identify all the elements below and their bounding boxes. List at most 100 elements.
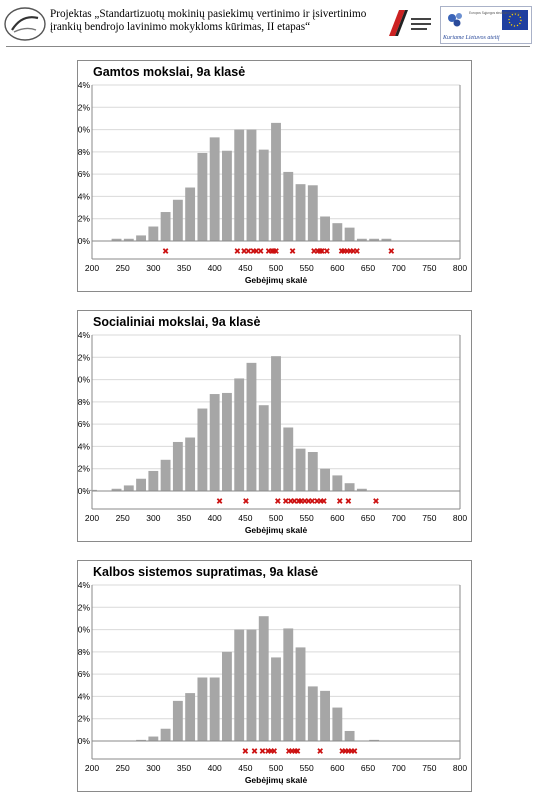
histogram-bar bbox=[197, 677, 208, 741]
item-marker bbox=[354, 248, 360, 254]
histogram-bar bbox=[87, 489, 97, 491]
x-tick-label: 550 bbox=[300, 763, 314, 773]
y-tick-label: 14% bbox=[78, 330, 90, 340]
histogram-bar bbox=[258, 405, 269, 491]
histogram-bar bbox=[148, 736, 159, 741]
histogram-bar bbox=[295, 448, 306, 491]
y-tick-label: 14% bbox=[78, 580, 90, 590]
y-tick-label: 2% bbox=[78, 214, 90, 224]
x-tick-label: 750 bbox=[422, 513, 436, 523]
x-tick-label: 250 bbox=[116, 513, 130, 523]
y-tick-label: 6% bbox=[78, 169, 90, 179]
x-tick-label: 250 bbox=[116, 263, 130, 273]
histogram-bar bbox=[369, 739, 380, 741]
eu-logo-slogan: Kuriame Lietuvos ateitį bbox=[443, 35, 500, 41]
x-axis-label: Gebėjimų skalė bbox=[245, 775, 308, 785]
document-header: Projektas „Standartizuotų mokinių pasiek… bbox=[0, 0, 536, 46]
item-marker bbox=[259, 748, 266, 754]
chart-socialiniai-mokslai: Socialiniai mokslai, 9a klasė 0% 2% 4% 6% 8%… bbox=[77, 310, 472, 542]
histogram-bar bbox=[185, 187, 196, 241]
item-marker bbox=[241, 248, 247, 254]
histogram-bar bbox=[320, 690, 330, 741]
x-tick-label: 400 bbox=[208, 513, 222, 523]
y-tick-label: 0% bbox=[78, 486, 90, 496]
item-marker bbox=[275, 498, 281, 504]
x-tick-label: 750 bbox=[422, 763, 436, 773]
histogram-bar bbox=[172, 199, 183, 241]
y-tick-label: 10% bbox=[78, 125, 90, 135]
item-marker bbox=[317, 748, 323, 754]
histogram-bar bbox=[258, 149, 269, 241]
histogram-bar bbox=[307, 185, 318, 241]
chart-title: Kalbos sistemos supratimas, 9a klasė bbox=[93, 565, 319, 579]
histogram-bar bbox=[332, 707, 343, 741]
x-tick-label: 450 bbox=[238, 513, 252, 523]
x-tick-label: 600 bbox=[330, 263, 344, 273]
y-tick-label: 4% bbox=[78, 441, 90, 451]
x-tick-label: 550 bbox=[300, 513, 314, 523]
histogram-bar bbox=[123, 238, 134, 241]
item-marker bbox=[253, 248, 260, 254]
y-tick-label: 12% bbox=[78, 352, 90, 362]
histogram-bar bbox=[160, 459, 171, 491]
x-tick-label: 750 bbox=[422, 263, 436, 273]
item-marker bbox=[309, 498, 316, 504]
histogram-bar bbox=[271, 657, 281, 741]
histogram-bar bbox=[234, 378, 245, 491]
histogram-bar bbox=[172, 441, 183, 491]
histogram-bar bbox=[148, 470, 159, 491]
histogram-bar bbox=[160, 728, 171, 741]
x-tick-label: 350 bbox=[177, 763, 191, 773]
histogram-bar bbox=[209, 137, 220, 241]
y-tick-label: 0% bbox=[78, 236, 90, 246]
project-logo bbox=[4, 7, 46, 41]
chart-plot: 0% 2% 4% 6% 8% 10% 12% 14% 200 250 300 350 400 450 500… bbox=[78, 80, 467, 285]
histogram-bar bbox=[344, 227, 355, 241]
x-tick-label: 650 bbox=[361, 513, 375, 523]
item-marker bbox=[162, 248, 169, 254]
histogram-bar bbox=[209, 677, 220, 741]
histogram-bar bbox=[246, 629, 257, 741]
y-tick-label: 8% bbox=[78, 397, 90, 407]
histogram-bar bbox=[136, 235, 146, 241]
histogram-bar bbox=[344, 483, 355, 491]
x-tick-label: 500 bbox=[269, 263, 283, 273]
x-tick-label: 300 bbox=[146, 763, 160, 773]
chart-gamtos-mokslai: Gamtos mokslai, 9a klasė 0% 2% 4% 6% 8% 10% 12… bbox=[77, 60, 472, 292]
y-tick-label: 8% bbox=[78, 647, 90, 657]
histogram-bar bbox=[283, 427, 294, 491]
ministry-logo bbox=[389, 10, 431, 36]
histogram-bar bbox=[197, 152, 208, 241]
x-tick-label: 700 bbox=[392, 763, 406, 773]
chart-plot: 0% 2% 4% 6% 8% 10% 12% 14% 200 250 300 350 400 450 500… bbox=[78, 330, 467, 535]
histogram-bar bbox=[271, 122, 281, 241]
item-marker bbox=[242, 748, 249, 754]
histogram-bar bbox=[185, 437, 196, 491]
item-marker bbox=[243, 498, 249, 504]
x-tick-label: 350 bbox=[177, 263, 191, 273]
histogram-bar bbox=[197, 408, 208, 491]
histogram-bar bbox=[148, 226, 159, 241]
x-tick-label: 350 bbox=[177, 513, 191, 523]
histogram-bar bbox=[283, 628, 294, 741]
histogram-bar bbox=[332, 475, 343, 491]
x-tick-label: 200 bbox=[85, 513, 99, 523]
item-marker bbox=[216, 498, 223, 504]
x-tick-label: 500 bbox=[269, 513, 283, 523]
x-tick-label: 800 bbox=[453, 763, 467, 773]
histogram-bar bbox=[344, 730, 355, 741]
histogram-bar bbox=[246, 129, 257, 241]
item-marker bbox=[373, 498, 379, 504]
y-tick-label: 10% bbox=[78, 625, 90, 635]
item-marker bbox=[289, 248, 296, 254]
chart-title: Socialiniai mokslai, 9a klasė bbox=[93, 315, 261, 329]
item-marker bbox=[271, 748, 277, 754]
item-marker bbox=[257, 248, 264, 254]
chart-kalbos-sistemos: Kalbos sistemos supratimas, 9a klasė 0% 2… bbox=[77, 560, 472, 792]
x-tick-label: 700 bbox=[392, 513, 406, 523]
histogram-bar bbox=[271, 356, 281, 491]
item-marker bbox=[251, 748, 258, 754]
histogram-bar bbox=[111, 238, 122, 241]
y-tick-label: 2% bbox=[78, 714, 90, 724]
y-tick-label: 4% bbox=[78, 191, 90, 201]
